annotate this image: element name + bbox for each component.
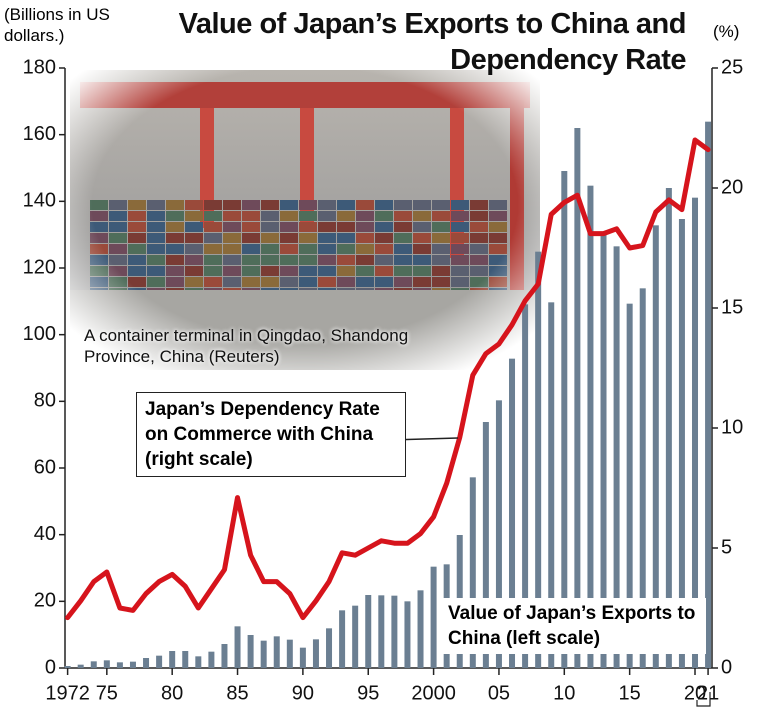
- y2-tick-label: 10: [721, 416, 743, 438]
- x-tick-label: 2000: [411, 682, 456, 704]
- bar: [469, 477, 476, 668]
- bar: [535, 251, 542, 668]
- bar: [678, 219, 685, 668]
- bar: [90, 661, 97, 668]
- bar: [365, 595, 372, 668]
- bar: [613, 246, 620, 669]
- bar: [273, 636, 280, 668]
- x-tick-label: 20: [684, 682, 706, 704]
- y-tick-label: 160: [23, 123, 56, 145]
- bar: [299, 647, 306, 668]
- x-tick-label: 90: [292, 682, 314, 704]
- bar: [116, 662, 123, 668]
- bar: [665, 188, 672, 668]
- y-tick-label: 20: [34, 590, 56, 612]
- x-tick-label: 80: [161, 682, 183, 704]
- y2-tick-label: 5: [721, 536, 732, 558]
- y-tick-label: 60: [34, 456, 56, 478]
- y2-axis-label: (%): [713, 22, 740, 41]
- bar: [339, 610, 346, 668]
- bar: [195, 656, 202, 668]
- x-tick-label: 85: [226, 682, 248, 704]
- bar: [103, 660, 110, 668]
- y2-tick-label: 25: [721, 56, 743, 78]
- bar: [692, 197, 699, 668]
- legend-line: Japan’s Dependency Rate on Commerce with…: [136, 392, 406, 477]
- y-tick-label: 140: [23, 190, 56, 212]
- y-tick-label: 100: [23, 323, 56, 345]
- bar: [639, 288, 646, 668]
- photo-caption: A container terminal in Qingdao, Shandon…: [84, 326, 409, 366]
- bar: [522, 304, 529, 668]
- x-tick-label: 10: [553, 682, 575, 704]
- bar: [705, 121, 712, 668]
- y-tick-label: 40: [34, 523, 56, 545]
- tick-bracket: [696, 692, 711, 707]
- y2-tick-label: 0: [721, 656, 732, 678]
- y-tick-label: 0: [45, 656, 56, 678]
- bar: [600, 235, 607, 668]
- bar: [260, 640, 267, 668]
- bar: [208, 651, 215, 668]
- bar: [378, 595, 385, 668]
- x-tick-label: 21: [697, 682, 719, 704]
- bar: [129, 661, 136, 668]
- x-tick-label: 1972: [45, 682, 90, 704]
- bar: [326, 628, 333, 668]
- bar: [417, 590, 424, 668]
- bar: [64, 666, 71, 668]
- bar: [482, 422, 489, 668]
- bar: [430, 566, 437, 668]
- x-tick-label: 75: [96, 682, 118, 704]
- x-tick-label: 05: [488, 682, 510, 704]
- bar: [247, 635, 254, 668]
- bar: [391, 595, 398, 668]
- y-tick-label: 80: [34, 390, 56, 412]
- line: [65, 137, 711, 621]
- chart-title: Value of Japan’s Exports to China and De…: [178, 8, 687, 76]
- y2-tick-label: 15: [721, 296, 743, 318]
- bar: [182, 651, 189, 668]
- x-tick-label: 15: [619, 682, 641, 704]
- bar: [561, 171, 568, 668]
- bar: [652, 225, 659, 669]
- bar: [286, 639, 293, 668]
- y2-tick-label: 20: [721, 176, 743, 198]
- bar: [156, 655, 163, 668]
- bar: [312, 639, 319, 668]
- y-tick-label: 120: [23, 256, 56, 278]
- bar: [509, 358, 516, 668]
- bar: [352, 605, 359, 668]
- bar: [143, 658, 150, 668]
- bar: [234, 626, 241, 668]
- bar: [574, 128, 581, 668]
- bar: [77, 664, 84, 668]
- photo-fade: [60, 62, 550, 378]
- bar: [626, 303, 633, 668]
- bar: [495, 400, 502, 668]
- bar: [169, 651, 176, 668]
- x-tick-label: 95: [357, 682, 379, 704]
- bar: [548, 302, 555, 668]
- y-tick-label: 180: [23, 56, 56, 78]
- bar: [404, 601, 411, 668]
- y-axis-label: (Billions in US dollars.): [4, 5, 110, 45]
- bar: [587, 185, 594, 668]
- legend-bar: Value of Japan’s Exports to China (left …: [442, 598, 706, 654]
- photo: [60, 62, 550, 378]
- bar: [221, 644, 228, 668]
